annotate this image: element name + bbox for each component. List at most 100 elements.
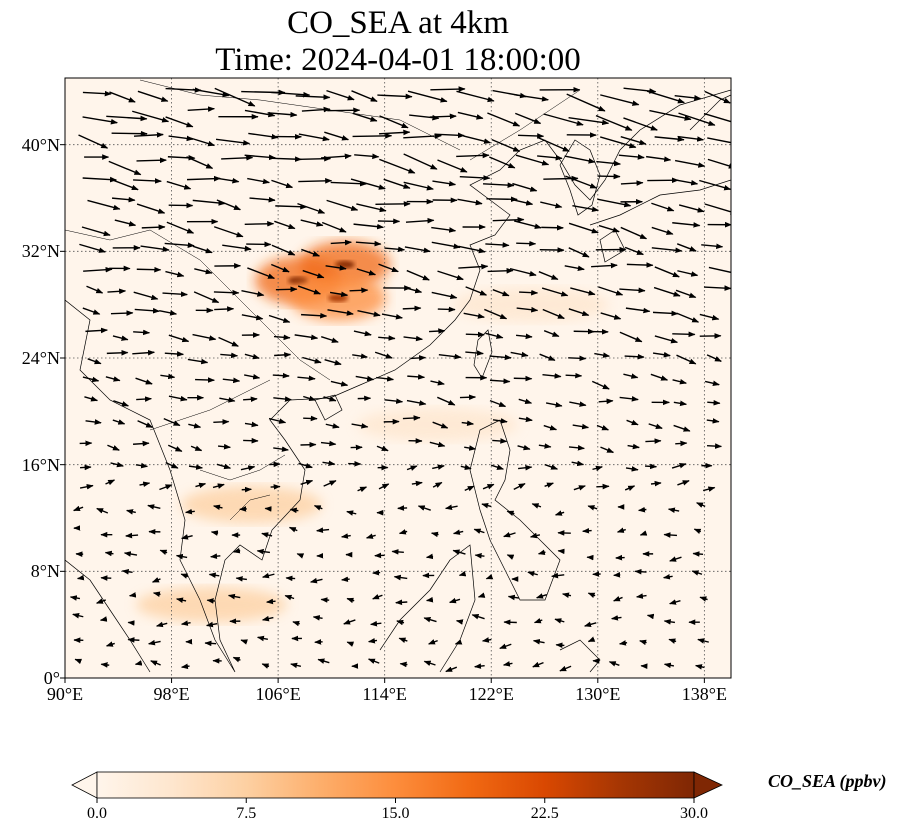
- wind-arrow: [162, 291, 188, 297]
- plume-malaya-spot: [136, 587, 288, 623]
- wind-arrow: [188, 464, 204, 470]
- wind-arrow: [499, 643, 512, 650]
- wind-arrow: [108, 160, 142, 176]
- y-tick-label: 8°N: [30, 561, 60, 582]
- wind-arrow: [217, 443, 231, 450]
- wind-arrow: [463, 312, 485, 319]
- wind-arrow: [649, 109, 692, 121]
- wind-arrow: [704, 380, 720, 387]
- wind-arrow: [572, 423, 590, 430]
- wind-arrow: [529, 532, 541, 539]
- wind-arrow: [611, 615, 622, 621]
- wind-arrow: [156, 621, 168, 628]
- wind-arrow: [708, 266, 731, 276]
- wind-arrow: [349, 287, 369, 294]
- wind-arrow: [396, 619, 405, 626]
- wind-arrow: [105, 376, 121, 382]
- wind-arrow: [596, 424, 610, 431]
- wind-arrow: [512, 182, 538, 192]
- wind-arrow: [261, 532, 273, 538]
- wind-arrow: [406, 465, 418, 471]
- wind-arrow: [477, 592, 486, 598]
- wind-arrow: [519, 289, 539, 296]
- wind-arrow: [267, 111, 298, 118]
- wind-arrow: [213, 289, 240, 296]
- wind-arrow: [85, 327, 108, 334]
- wind-arrow: [675, 440, 688, 447]
- wind-arrow: [159, 484, 173, 491]
- wind-arrow: [99, 616, 108, 622]
- wind-arrow: [262, 572, 275, 579]
- wind-arrow: [351, 90, 378, 103]
- wind-arrow: [378, 483, 390, 490]
- wind-arrow: [409, 114, 440, 121]
- wind-arrow: [324, 358, 342, 366]
- wind-arrow: [663, 619, 676, 625]
- wind-arrow: [403, 153, 438, 170]
- wind-arrow: [391, 549, 404, 555]
- wind-arrow: [654, 266, 680, 278]
- wind-arrow: [625, 466, 639, 472]
- colorbar-extend-high: [693, 771, 723, 799]
- wind-arrow: [668, 638, 677, 644]
- y-tick-label: 16°N: [21, 454, 60, 475]
- wind-arrow: [111, 130, 148, 137]
- wind-arrow: [270, 484, 281, 490]
- wind-arrow: [457, 111, 484, 120]
- wind-arrow: [168, 135, 194, 142]
- wind-arrow: [274, 220, 296, 230]
- wind-arrow: [485, 242, 510, 248]
- wind-arrow: [167, 444, 183, 452]
- wind-arrow: [591, 380, 610, 390]
- wind-arrow: [458, 245, 486, 254]
- wind-arrow: [299, 155, 332, 162]
- wind-arrow: [86, 285, 104, 294]
- wind-arrow: [356, 268, 377, 276]
- wind-arrow: [295, 94, 331, 100]
- wind-arrow: [626, 419, 639, 426]
- wind-arrow: [437, 159, 468, 173]
- wind-arrow: [383, 178, 411, 189]
- wind-arrow: [539, 353, 556, 361]
- wind-arrow: [515, 154, 550, 166]
- wind-arrow: [303, 395, 317, 402]
- wind-arrow: [699, 313, 720, 321]
- wind-arrow: [507, 594, 520, 601]
- wind-arrow: [320, 153, 352, 160]
- wind-arrow: [538, 137, 570, 152]
- x-tick-label: 98°E: [153, 684, 190, 704]
- wind-arrow: [244, 154, 276, 161]
- coastline-hainan: [314, 394, 343, 421]
- wind-arrow: [166, 221, 195, 234]
- wind-arrow: [150, 660, 161, 666]
- wind-arrow: [214, 306, 235, 312]
- wind-arrow: [372, 594, 383, 600]
- wind-arrow: [175, 553, 188, 560]
- wind-arrow: [652, 351, 671, 358]
- wind-arrow: [301, 248, 320, 257]
- wind-arrow: [654, 335, 679, 344]
- wind-arrow: [672, 331, 696, 338]
- wind-arrow: [702, 486, 716, 492]
- wind-arrow: [274, 352, 292, 358]
- wind-arrow: [355, 240, 382, 247]
- wind-arrow: [532, 661, 544, 668]
- wind-arrow: [271, 263, 290, 273]
- wind-arrow: [215, 138, 251, 146]
- wind-arrow: [256, 548, 270, 555]
- wind-arrow: [613, 596, 623, 602]
- wind-arrow: [273, 446, 289, 452]
- wind-arrow: [533, 617, 543, 624]
- wind-arrow: [134, 307, 160, 314]
- wind-arrow: [133, 178, 162, 184]
- wind-arrow: [695, 664, 705, 670]
- wind-arrow: [82, 176, 117, 183]
- wind-arrow: [429, 441, 446, 448]
- wind-arrow: [74, 658, 83, 665]
- wind-arrow: [669, 599, 681, 605]
- wind-arrow: [623, 117, 658, 131]
- wind-arrow: [378, 335, 396, 341]
- wind-arrow: [216, 199, 241, 211]
- wind-arrow: [165, 270, 185, 278]
- wind-arrow: [460, 464, 472, 470]
